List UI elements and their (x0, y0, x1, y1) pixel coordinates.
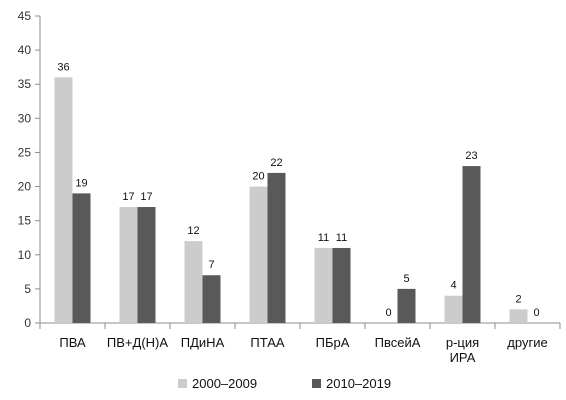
data-label: 36 (57, 61, 69, 73)
x-tick-label: ПДиНА (181, 335, 225, 350)
bar (137, 207, 156, 323)
bar (119, 207, 138, 323)
y-tick-label: 15 (18, 214, 32, 228)
bar (249, 186, 268, 323)
bar (54, 77, 73, 324)
x-tick-label: ИРА (450, 350, 476, 365)
legend-label: 2010–2019 (326, 376, 391, 391)
legend-swatch (178, 379, 187, 388)
bar (267, 172, 286, 323)
bar (184, 241, 203, 323)
data-label: 22 (270, 157, 282, 169)
x-tick-label: р-ция (446, 335, 479, 350)
data-label: 7 (208, 259, 214, 271)
y-tick-label: 0 (24, 316, 31, 330)
y-tick-label: 20 (18, 180, 32, 194)
bar (444, 295, 463, 323)
bar (202, 275, 221, 323)
data-label: 19 (75, 177, 87, 189)
data-label: 12 (187, 225, 199, 237)
y-tick-label: 30 (18, 111, 32, 125)
data-label: 23 (465, 150, 477, 162)
y-tick-label: 10 (18, 248, 32, 262)
x-tick-label: ПВА (59, 335, 86, 350)
legend-label: 2000–2009 (192, 376, 257, 391)
bar (332, 247, 351, 323)
x-tick-label: ПВ+Д(Н)А (107, 335, 168, 350)
data-label: 11 (318, 232, 329, 244)
bar (72, 193, 91, 323)
y-tick-label: 40 (18, 43, 32, 57)
x-tick-label: другие (507, 335, 547, 350)
data-label: 5 (403, 273, 409, 285)
data-label: 0 (385, 307, 391, 319)
bar (462, 166, 481, 323)
data-label: 17 (140, 191, 152, 203)
data-label: 4 (450, 280, 456, 292)
legend: 2000–2009 2010–2019 (178, 376, 391, 391)
data-label: 11 (336, 232, 347, 244)
x-tick-label: ПБрА (316, 335, 350, 350)
data-label: 0 (533, 307, 539, 319)
y-tick-label: 5 (24, 282, 31, 296)
x-tick-label: ПТАА (250, 335, 285, 350)
data-label: 20 (252, 171, 264, 183)
data-label: 17 (122, 191, 134, 203)
bars (54, 77, 528, 324)
y-tick-label: 45 (18, 9, 32, 23)
y-tick-label: 25 (18, 145, 32, 159)
bar (314, 247, 333, 323)
data-label: 2 (515, 293, 521, 305)
x-tick-label: ПвсейА (375, 335, 421, 350)
y-tick-label: 35 (18, 77, 32, 91)
bar (397, 288, 416, 323)
legend-swatch (312, 379, 321, 388)
bar (509, 309, 528, 323)
y-axis: 0 5 10 15 20 25 30 35 40 45 (18, 9, 41, 330)
data-labels: 36 17 12 20 11 0 4 2 19 17 7 22 11 5 23 0 (57, 61, 539, 319)
